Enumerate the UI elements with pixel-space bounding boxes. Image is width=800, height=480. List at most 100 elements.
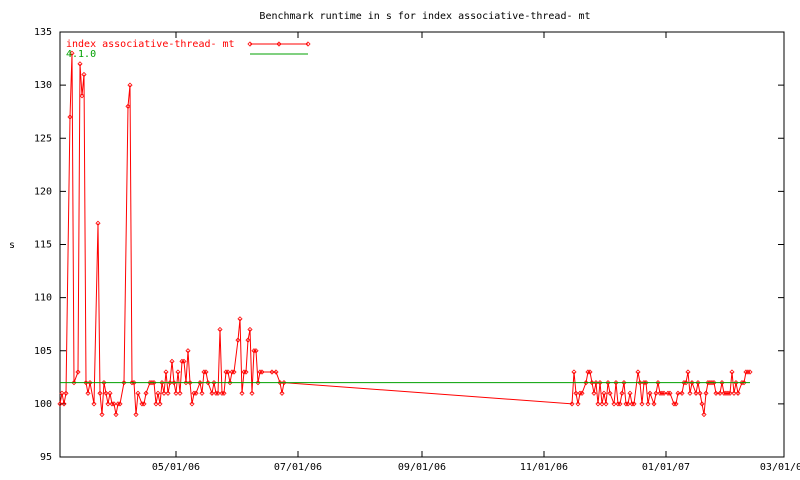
data-point [707, 380, 713, 386]
data-point [659, 390, 665, 396]
legend-marker [276, 41, 282, 47]
data-point [241, 369, 247, 375]
data-point [627, 390, 633, 396]
data-point [641, 380, 647, 386]
data-point [605, 380, 611, 386]
data-point [139, 401, 145, 407]
data-point [643, 380, 649, 386]
data-point [701, 411, 707, 418]
data-point [95, 220, 101, 226]
data-point [219, 390, 225, 396]
data-point [721, 390, 727, 396]
data-point [739, 380, 745, 386]
data-point [703, 390, 709, 396]
data-point [57, 401, 63, 407]
data-point [651, 401, 657, 407]
data-point [103, 390, 109, 396]
data-point [203, 369, 209, 375]
data-point [731, 390, 737, 396]
data-point [221, 390, 227, 396]
data-point [67, 114, 73, 120]
data-point [63, 390, 69, 396]
data-point [187, 380, 193, 386]
data-point [587, 369, 593, 375]
data-point [217, 326, 223, 333]
data-point [579, 390, 585, 396]
data-point [173, 390, 179, 396]
data-point [279, 390, 285, 396]
data-point [645, 401, 651, 407]
data-point [709, 380, 715, 386]
data-point [181, 358, 187, 364]
data-point [141, 401, 147, 407]
data-point [697, 390, 703, 396]
data-point [743, 369, 749, 375]
data-point [621, 380, 627, 386]
data-point [653, 390, 659, 396]
y-tick-label: 100 [34, 399, 52, 410]
series-line [59, 53, 750, 415]
data-point [637, 380, 643, 386]
data-point [593, 380, 599, 386]
y-tick-label: 125 [34, 133, 52, 144]
data-point [189, 401, 195, 407]
data-point [153, 401, 159, 407]
data-point [661, 390, 667, 396]
data-point [277, 380, 283, 386]
data-point [671, 401, 677, 407]
data-point [69, 50, 75, 56]
data-point [571, 369, 577, 375]
data-point [157, 401, 163, 407]
data-point [619, 390, 625, 396]
data-point [655, 380, 661, 386]
data-point [639, 401, 645, 407]
data-point [61, 401, 67, 407]
data-point [689, 380, 695, 386]
y-tick-label: 105 [34, 346, 52, 357]
x-tick-label: 07/01/06 [274, 462, 322, 473]
data-point [725, 390, 731, 396]
data-point [745, 369, 751, 375]
data-point [597, 380, 603, 386]
data-point [713, 390, 719, 396]
data-point [723, 390, 729, 396]
data-point [735, 390, 741, 396]
data-point [629, 401, 635, 407]
data-point [257, 369, 263, 375]
data-point [573, 390, 579, 396]
data-point [245, 337, 251, 343]
y-tick-label: 115 [34, 240, 52, 251]
data-point [97, 390, 103, 396]
data-point [99, 411, 105, 418]
data-point [197, 380, 203, 386]
data-point [161, 390, 167, 396]
data-point [163, 369, 169, 375]
data-point [693, 390, 699, 396]
data-point [111, 401, 117, 407]
data-point [699, 401, 705, 407]
data-point [185, 348, 191, 354]
data-point [681, 380, 687, 386]
data-point [577, 390, 583, 396]
data-point [727, 390, 733, 396]
data-point [193, 390, 199, 396]
x-tick-label: 11/01/06 [520, 462, 568, 473]
data-point [251, 348, 257, 354]
data-point [169, 358, 175, 364]
data-point [243, 369, 249, 375]
data-point [229, 369, 235, 375]
data-point [83, 380, 89, 386]
data-point [281, 380, 287, 386]
data-point [215, 390, 221, 396]
data-point [91, 401, 97, 407]
data-point [711, 380, 717, 386]
data-point [741, 380, 747, 386]
data-point [165, 390, 171, 396]
data-point [673, 401, 679, 407]
data-point [109, 401, 115, 407]
data-point [273, 369, 279, 375]
data-point [747, 369, 753, 375]
y-tick-label: 110 [34, 293, 52, 304]
data-point [191, 390, 197, 396]
